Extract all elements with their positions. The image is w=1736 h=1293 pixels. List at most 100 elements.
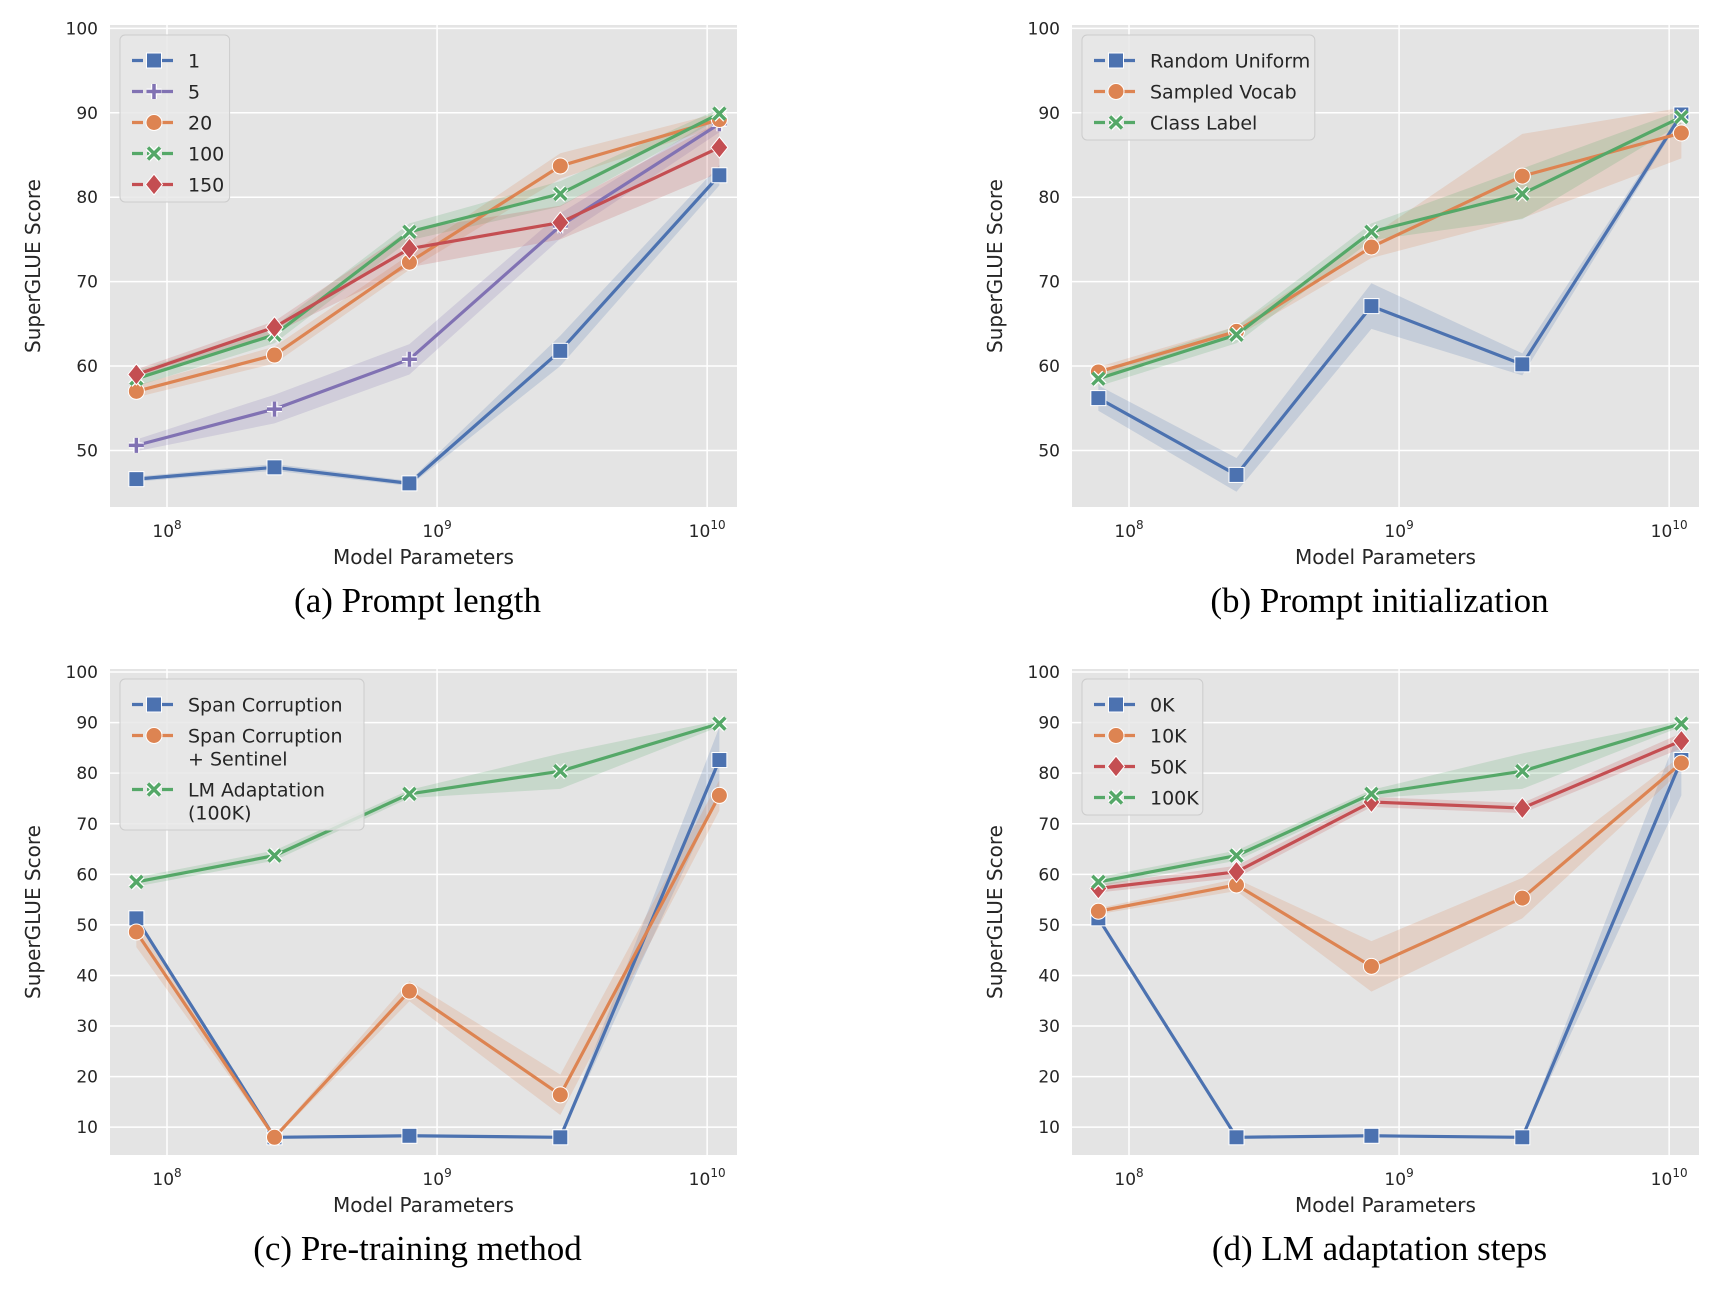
legend-label: Random Uniform: [1150, 51, 1310, 73]
legend-label: 5: [188, 82, 200, 104]
legend-label-line: 5: [188, 82, 200, 104]
confidence-band-2: [136, 112, 720, 398]
data-point: [1089, 902, 1107, 920]
marker-stroke: [553, 186, 568, 202]
data-point: [551, 1086, 569, 1104]
marker-stroke: [402, 786, 417, 802]
marker-stroke: [712, 106, 727, 121]
y-tick-label: 20: [76, 1068, 98, 1088]
legend-label-line: LM Adaptation: [188, 780, 325, 802]
legend-label-line: + Sentinel: [188, 749, 288, 771]
data-point: [1672, 124, 1690, 142]
data-point: [1363, 785, 1380, 803]
y-tick-label: 60: [76, 865, 98, 885]
y-tick-label: 80: [1038, 188, 1060, 208]
data-point: [128, 437, 144, 453]
data-point: [552, 185, 569, 202]
y-tick-label: 70: [76, 273, 98, 293]
data-point: [1514, 356, 1531, 373]
data-point: [1363, 298, 1380, 315]
x-tick-label: 108: [152, 518, 181, 542]
legend-label-line: 0K: [1150, 695, 1175, 717]
chart-caption: (d) LM adaptation steps: [1212, 1229, 1547, 1268]
marker-stroke: [266, 401, 282, 417]
legend-marker: [1107, 727, 1125, 744]
x-axis-label: Model Parameters: [333, 1193, 514, 1217]
data-point: [1514, 185, 1531, 202]
confidence-band-2: [136, 720, 720, 887]
legend-label-line: Span Corruption: [188, 726, 343, 748]
tick-exponent: 8: [174, 518, 182, 532]
data-point: [552, 342, 569, 359]
marker-stroke: [1229, 848, 1244, 863]
data-point: [552, 763, 569, 780]
data-point: [266, 459, 283, 476]
data-point: [1514, 1129, 1531, 1146]
tick-base: 10: [689, 1170, 711, 1190]
data-point: [265, 1128, 283, 1146]
data-point: [1673, 715, 1690, 732]
data-point: [127, 363, 146, 386]
y-tick-label: 40: [1038, 966, 1060, 986]
tick-exponent: 9: [1406, 1166, 1414, 1180]
marker-stroke: [146, 782, 162, 797]
legend-label-line: 1: [188, 51, 200, 73]
legend-label: 0K: [1150, 695, 1175, 717]
tick-exponent: 8: [174, 1166, 182, 1180]
x-tick-label: 109: [422, 518, 451, 542]
marker-stroke: [1515, 186, 1530, 202]
y-tick-label: 50: [1038, 916, 1060, 936]
y-tick-label: 70: [76, 815, 98, 835]
chart-caption: (c) Pre-training method: [253, 1229, 582, 1268]
x-tick-label: 1010: [689, 1166, 726, 1190]
legend-marker: [146, 696, 162, 713]
legend-label-line: 10K: [1150, 726, 1187, 748]
legend-label: 20: [188, 113, 212, 135]
legend-label: Sampled Vocab: [1150, 82, 1297, 104]
y-tick-label: 70: [1038, 815, 1060, 835]
marker-stroke: [1229, 327, 1244, 343]
y-tick-label: 30: [76, 1017, 98, 1037]
data-point: [711, 715, 728, 732]
marker-stroke: [1674, 109, 1689, 125]
data-point: [1228, 326, 1245, 343]
data-point: [1362, 238, 1380, 256]
marker-stroke: [401, 351, 417, 367]
y-tick-label: 30: [1038, 1017, 1060, 1037]
marker-stroke: [1515, 763, 1530, 779]
legend-label: Span Corruption + Sentinel: [188, 726, 343, 771]
y-tick-label: 80: [76, 188, 98, 208]
legend-label-line: Random Uniform: [1150, 51, 1310, 73]
y-axis-label: SuperGLUE Score: [21, 825, 45, 999]
tick-exponent: 10: [710, 1166, 725, 1180]
y-tick-label: 90: [76, 714, 98, 734]
x-tick-label: 1010: [689, 518, 726, 542]
legend-label-line: 150: [188, 175, 224, 197]
data-point: [1363, 1127, 1380, 1144]
legend-marker: [1107, 83, 1125, 100]
marker-stroke: [129, 874, 144, 890]
legend-label-line: Class Label: [1150, 113, 1257, 135]
confidence-band-1: [1098, 755, 1682, 992]
legend-marker: [145, 145, 163, 162]
data-point: [1672, 729, 1691, 753]
data-point: [400, 982, 418, 1000]
tick-base: 10: [1114, 522, 1136, 542]
data-point: [1228, 1129, 1245, 1146]
legend-label: 1: [188, 51, 200, 73]
tick-exponent: 8: [1136, 1166, 1144, 1180]
data-point: [265, 346, 283, 364]
legend-marker: [1108, 52, 1124, 69]
x-tick-label: 1010: [1651, 518, 1688, 542]
marker-stroke: [1364, 224, 1379, 240]
tick-exponent: 10: [1672, 1166, 1687, 1180]
legend-label-line: 20: [188, 113, 212, 135]
legend-marker: [145, 114, 163, 131]
confidence-band-0: [1098, 111, 1682, 492]
data-point: [1090, 390, 1107, 407]
